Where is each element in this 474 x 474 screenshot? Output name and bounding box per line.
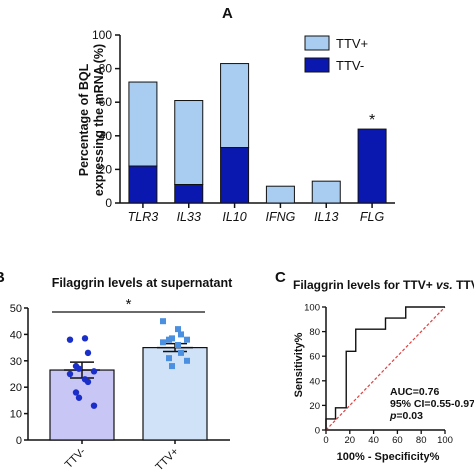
bar-ttv-plus-TLR3 <box>128 81 158 167</box>
panel-b-bar-TTV- <box>49 369 115 441</box>
panel-b-ytick-label: 20 <box>10 382 22 394</box>
panel-b-sig-star: * <box>126 296 132 313</box>
panel-c-title-vs: vs. <box>436 278 453 292</box>
panel-c-reference-line <box>325 306 446 431</box>
panel-b-point-TTV- <box>81 335 89 342</box>
panel-a-ytick-label: 20 <box>99 162 113 176</box>
panel-c-xtick-label: 100 <box>437 435 453 446</box>
panel-c-chart: Filaggrin levels for TTV+ vs. TTV- Sensi… <box>293 278 474 463</box>
legend-label-ttv-minus: TTV- <box>336 58 364 73</box>
panel-b-point-TTV+ <box>178 349 184 356</box>
panel-b-ytick-label: 40 <box>10 329 22 341</box>
panel-a-ytick-label: 0 <box>105 196 112 210</box>
panel-c-p-label: p <box>389 410 397 422</box>
panel-b-point-TTV+ <box>169 363 175 370</box>
panel-a-ytick-label: 80 <box>99 62 113 76</box>
panel-c-title: Filaggrin levels for TTV+ vs. TTV- <box>293 278 474 292</box>
bar-ttv-plus-IL10 <box>220 63 250 149</box>
panel-b-point-TTV+ <box>175 341 181 348</box>
panel-a-xtick-label: IL33 <box>177 210 201 224</box>
panel-a-xtick-label: IL10 <box>222 210 246 224</box>
panel-b-point-TTV+ <box>160 339 166 346</box>
panel-label-b: B <box>0 269 5 286</box>
panel-b-point-TTV- <box>72 389 80 396</box>
panel-a-ytick-label: 100 <box>92 28 112 42</box>
panel-c-ytick-label: 20 <box>309 401 320 412</box>
panel-a-ylabel: Percentage of BQL expressing the mRNA (%… <box>77 44 106 196</box>
bar-ttv-plus-IFNG <box>265 185 295 204</box>
panel-label-a: A <box>222 5 233 22</box>
panel-b-chart: Filaggrin levels at supernatant 0 10 20 30 4… <box>10 276 233 473</box>
panel-c-ytick-label: 60 <box>309 352 320 363</box>
panel-b-xtick-label: TTV- <box>63 445 89 471</box>
panel-c-ytick-label: 40 <box>309 376 320 387</box>
bar-ttv-plus-IL13 <box>311 180 341 204</box>
legend-swatch-ttv-plus <box>304 35 330 51</box>
legend-label-ttv-plus: TTV+ <box>336 36 368 51</box>
panel-b-point-TTV- <box>84 378 92 386</box>
panel-b-title: Filaggrin levels at supernatant <box>52 276 233 290</box>
bar-ttv-minus-IL33 <box>174 184 204 204</box>
bar-ttv-minus-IL10 <box>220 147 250 204</box>
panel-c-xlabel: 100% - Specificity% <box>337 451 440 463</box>
panel-a-legend: TTV+ TTV- <box>304 35 368 73</box>
panel-a-ylabel-line1: Percentage of BQL <box>77 63 91 176</box>
panel-c-title-part3: TTV- <box>453 278 474 292</box>
panel-a-significance: * <box>369 112 375 129</box>
legend-swatch-ttv-minus <box>304 57 330 73</box>
panel-a-ytick-label: 60 <box>99 95 113 109</box>
panel-a-xtick-label: IFNG <box>265 210 295 224</box>
panel-b-point-TTV- <box>66 370 74 378</box>
panel-b-point-TTV- <box>84 349 92 357</box>
panel-b-point-TTV- <box>90 368 98 375</box>
panel-b-ytick-label: 0 <box>16 435 22 447</box>
bar-ttv-minus-TLR3 <box>128 165 158 204</box>
panel-b-point-TTV- <box>75 394 83 401</box>
panel-b-point-TTV- <box>66 336 74 343</box>
panel-b-ytick-label: 50 <box>10 303 22 315</box>
panel-a-ylabel-line2: expressing the mRNA (%) <box>92 44 106 196</box>
panel-b-ytick-label: 10 <box>10 409 22 421</box>
panel-c-xtick-label: 60 <box>392 435 403 446</box>
panel-b-point-TTV+ <box>169 335 175 342</box>
panel-c-pvalue: p=0.03 <box>389 410 423 422</box>
panel-label-c: C <box>275 269 286 286</box>
panel-b-point-TTV- <box>90 402 98 409</box>
panel-c-roc-curve <box>325 306 445 430</box>
panel-b-bar-TTV+ <box>142 347 208 441</box>
panel-c-ci: 95% CI=0.55-0.97 <box>390 398 474 410</box>
panel-b-point-TTV+ <box>184 336 190 343</box>
panel-c-ytick-label: 100 <box>304 303 320 314</box>
panel-b-ytick-label: 30 <box>10 356 22 368</box>
panel-b-point-TTV+ <box>178 331 184 338</box>
panel-b-point-TTV+ <box>166 355 172 362</box>
panel-c-ytick-label: 0 <box>315 426 320 437</box>
panel-a-xtick-label: TLR3 <box>128 210 159 224</box>
panel-c-ylabel: Sensitivity% <box>293 332 305 397</box>
panel-b-point-TTV- <box>75 365 83 372</box>
bar-ttv-minus-FLG <box>357 128 387 204</box>
panel-c-auc: AUC=0.76 <box>390 386 439 398</box>
panel-c-title-part1: Filaggrin levels for TTV+ <box>293 278 436 292</box>
panel-c-p-value: =0.03 <box>396 410 423 422</box>
panel-b-xtick-label: TTV+ <box>153 446 181 474</box>
panel-c-ytick-label: 80 <box>309 327 320 338</box>
panel-b-point-TTV+ <box>184 357 190 364</box>
panel-b-point-TTV+ <box>175 326 181 333</box>
panel-a-xtick-label: IL13 <box>314 210 338 224</box>
panel-c-xtick-label: 20 <box>345 435 356 446</box>
bar-ttv-plus-IL33 <box>174 100 204 186</box>
panel-c-xtick-label: 40 <box>368 435 379 446</box>
panel-c-xtick-label: 80 <box>416 435 427 446</box>
panel-c-stats: AUC=0.76 95% CI=0.55-0.97 p=0.03 <box>389 386 474 422</box>
panel-b-point-TTV+ <box>160 318 166 325</box>
panel-c-xtick-label: 0 <box>323 435 328 446</box>
panel-a-chart: Percentage of BQL expressing the mRNA (%… <box>77 28 395 224</box>
panel-a-xtick-label: FLG <box>360 210 385 224</box>
panel-a-ytick-label: 40 <box>99 129 113 143</box>
